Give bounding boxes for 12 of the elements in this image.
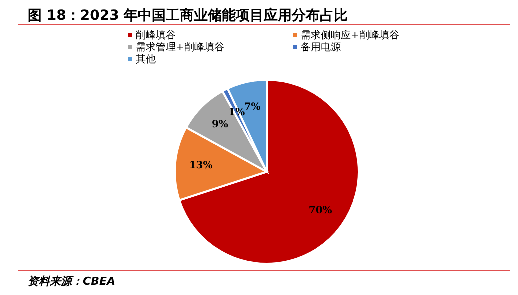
text: 资料来源：CBEA bbox=[28, 275, 116, 288]
data-label: 1% bbox=[228, 107, 246, 118]
legend-label: 其他 bbox=[136, 54, 156, 66]
data-label: 13% bbox=[189, 160, 214, 172]
legend-label: 削峰填谷 bbox=[136, 30, 176, 42]
legend-label: 备用电源 bbox=[301, 42, 341, 54]
legend-label: 需求侧响应+削峰填谷 bbox=[301, 30, 400, 42]
data-label: 7% bbox=[244, 102, 262, 113]
data-label: 9% bbox=[212, 120, 229, 131]
chart-title: 图 18：2023 年中国工商业储能项目应用分布占比 bbox=[28, 7, 348, 24]
data-label: 70% bbox=[308, 205, 333, 216]
legend-label: 需求管理+削峰填谷 bbox=[136, 42, 224, 54]
